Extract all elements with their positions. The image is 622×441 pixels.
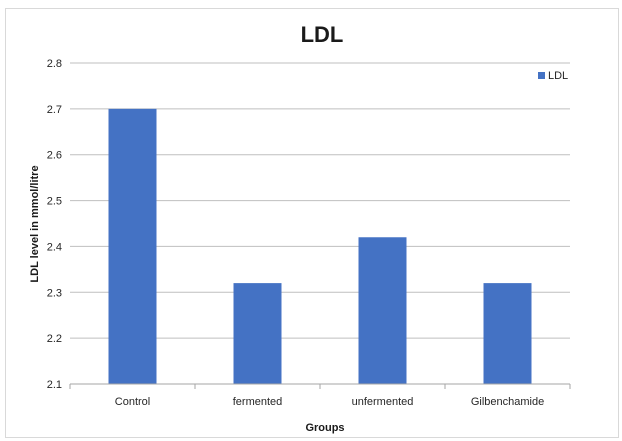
bar: [233, 283, 282, 384]
x-tick-label: Gilbenchamide: [471, 396, 544, 408]
y-tick-label: 2.4: [47, 241, 62, 253]
y-tick-label: 2.3: [47, 287, 62, 299]
bar: [483, 283, 532, 384]
legend-label: LDL: [548, 70, 568, 82]
y-tick-label: 2.1: [47, 379, 62, 391]
x-tick-label: unfermented: [352, 396, 414, 408]
legend: LDL: [538, 70, 568, 82]
y-axis-title: LDL level in mmol/litre: [29, 165, 41, 282]
y-tick-label: 2.2: [47, 333, 62, 345]
bar: [108, 108, 157, 384]
y-tick-label: 2.6: [47, 150, 62, 162]
legend-swatch: [538, 72, 545, 79]
bar: [358, 237, 407, 384]
y-tick-label: 2.7: [47, 104, 62, 116]
x-axis-title: Groups: [305, 422, 344, 434]
chart-title: LDL: [301, 22, 344, 47]
y-axis-ticks: 2.1 2.2 2.3 2.4 2.5 2.6 2.7 2.8: [47, 58, 62, 391]
x-axis: Control fermented unfermented Gilbenchamide: [69, 383, 571, 408]
bars: [108, 108, 532, 384]
x-tick-label: fermented: [233, 396, 283, 408]
y-tick-label: 2.5: [47, 196, 62, 208]
y-tick-label: 2.8: [47, 58, 62, 70]
x-tick-label: Control: [115, 396, 150, 408]
